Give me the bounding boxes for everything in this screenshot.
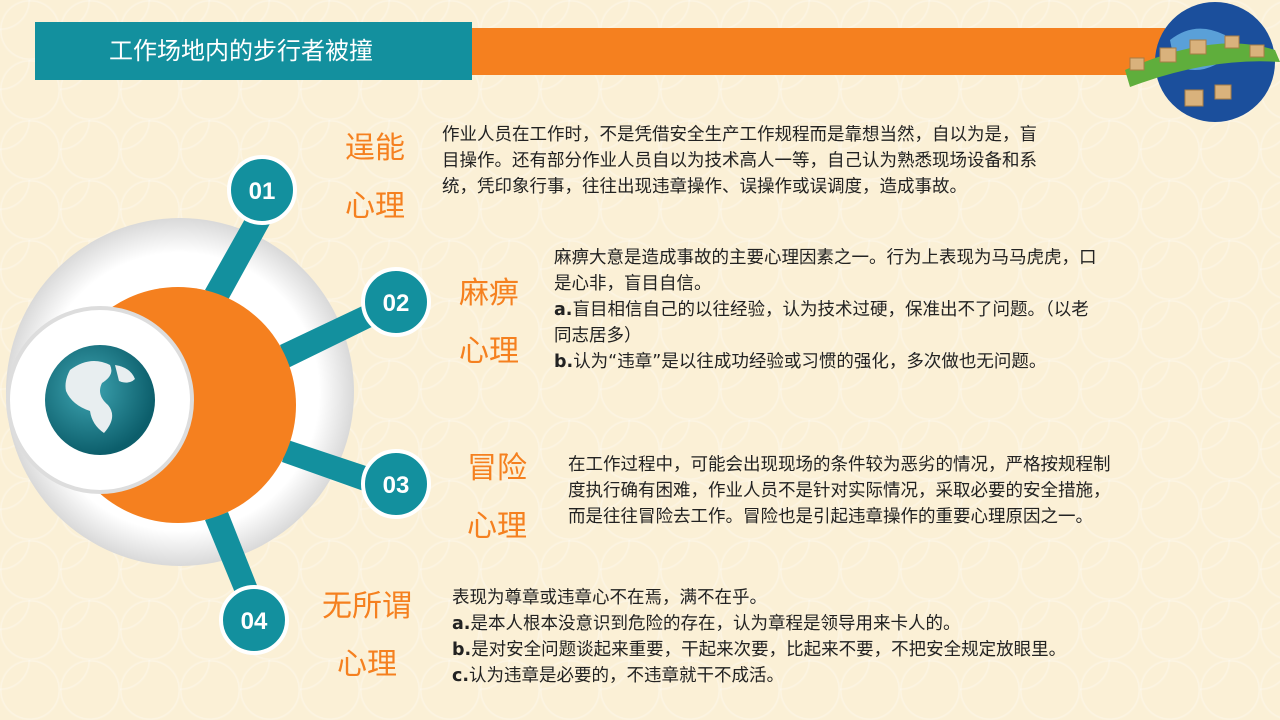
number-02: 02	[383, 290, 410, 317]
text-line: b.认为“违章”是以往成功经验或习惯的强化，多次做也无问题。	[554, 349, 1097, 375]
connectors	[205, 210, 382, 605]
text-line: a.盲目相信自己的以往经验，认为技术过硬，保准出不了问题。（以老	[554, 297, 1097, 323]
description-item-04: 表现为尊章或违章心不在焉，满不在乎。 a.是本人根本没意识到危险的存在，认为章程…	[452, 585, 1066, 689]
label-line: 心理	[337, 647, 397, 682]
text-line: 目操作。还有部分作业人员自以为技术高人一等，自己认为熟悉现场设备和系	[442, 151, 1037, 171]
pin-01	[227, 155, 297, 225]
label-item-02: 麻痹 心理	[452, 265, 526, 381]
item-text: 认为“违章”是以往成功经验或习惯的强化，多次做也无问题。	[573, 352, 1047, 372]
text-line: b.是对安全问题谈起来重要，干起来次要，比起来不要，不把安全规定放眼里。	[452, 637, 1066, 663]
label-item-01: 逞能 心理	[338, 120, 412, 236]
text-line: 作业人员在工作时，不是凭借安全生产工作规程而是靠想当然，自以为是，盲	[442, 125, 1037, 145]
label-line: 心理	[459, 334, 519, 369]
label-line: 逞能	[345, 131, 405, 166]
item-text: 认为违章是必要的，不违章就干不成活。	[469, 666, 785, 686]
label-line: 心理	[467, 509, 527, 544]
item-prefix: a.	[452, 614, 471, 634]
label-line: 心理	[345, 189, 405, 224]
text-line: 统，凭印象行事，往往出现违章操作、误操作或误调度，造成事故。	[442, 177, 967, 197]
item-text: 盲目相信自己的以往经验，认为技术过硬，保准出不了问题。（以老	[572, 300, 1089, 320]
label-item-03: 冒险 心理	[460, 440, 534, 556]
slide-title: 工作场地内的步行者被撞	[35, 22, 472, 80]
text-line: 度执行确有困难，作业人员不是针对实际情况，采取必要的安全措施，	[568, 481, 1111, 501]
label-line: 冒险	[467, 451, 527, 486]
item-prefix: c.	[452, 666, 470, 686]
logistics-globe-icon	[1125, 2, 1280, 122]
text-line: 麻痹大意是造成事故的主要心理因素之一。行为上表现为马马虎虎，口	[554, 248, 1097, 268]
text-line: 表现为尊章或违章心不在焉，满不在乎。	[452, 588, 767, 608]
number-04: 04	[241, 608, 268, 635]
description-item-01: 作业人员在工作时，不是凭借安全生产工作规程而是靠想当然，自以为是，盲 目操作。还…	[442, 122, 1037, 200]
globe-icon	[45, 345, 155, 455]
header-accent-bar	[472, 28, 1165, 75]
label-line: 麻痹	[459, 276, 519, 311]
description-item-03: 在工作过程中，可能会出现现场的条件较为恶劣的情况，严格按规程制 度执行确有困难，…	[568, 452, 1111, 530]
item-text: 是本人根本没意识到危险的存在，认为章程是领导用来卡人的。	[470, 614, 961, 634]
label-line: 无所谓	[322, 589, 412, 624]
label-item-04: 无所谓 心理	[312, 578, 422, 694]
pin-03	[361, 449, 431, 519]
text-line: 而是往往冒险去工作。冒险也是引起违章操作的重要心理原因之一。	[568, 507, 1093, 527]
text-line: c.认为违章是必要的，不违章就干不成活。	[452, 663, 1066, 689]
item-prefix: b.	[452, 640, 472, 660]
description-item-02: 麻痹大意是造成事故的主要心理因素之一。行为上表现为马马虎虎，口 是心非，盲目自信…	[554, 245, 1097, 375]
number-03: 03	[383, 472, 410, 499]
text-line: a.是本人根本没意识到危险的存在，认为章程是领导用来卡人的。	[452, 611, 1066, 637]
item-text: 是对安全问题谈起来重要，干起来次要，比起来不要，不把安全规定放眼里。	[471, 640, 1067, 660]
number-01: 01	[249, 178, 276, 205]
text-line: 同志居多）	[554, 326, 642, 346]
pin-02	[361, 267, 431, 337]
text-line: 在工作过程中，可能会出现现场的条件较为恶劣的情况，严格按规程制	[568, 455, 1111, 475]
pin-04	[219, 585, 289, 655]
item-prefix: a.	[554, 300, 573, 320]
text-line: 是心非，盲目自信。	[554, 274, 712, 294]
item-prefix: b.	[554, 352, 574, 372]
